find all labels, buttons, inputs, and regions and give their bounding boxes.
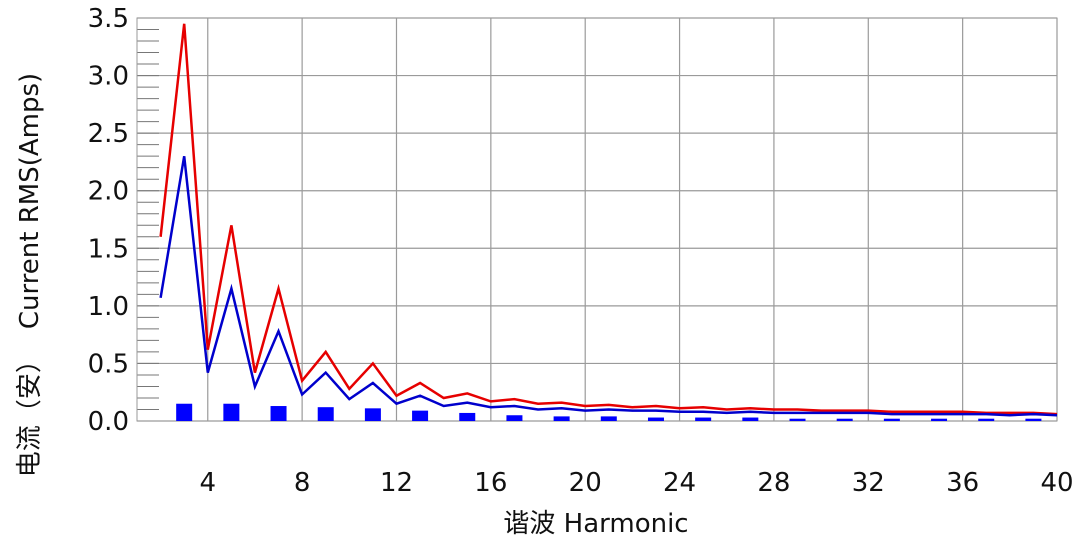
bar	[931, 418, 948, 421]
bar	[742, 417, 759, 421]
x-tick-label: 20	[569, 468, 602, 498]
y-axis-label-cn: 电流（安）	[15, 347, 45, 477]
y-tick-label: 1.0	[88, 292, 129, 322]
y-tick-label: 3.5	[88, 4, 129, 34]
x-tick-label: 4	[199, 468, 216, 498]
bar	[836, 418, 853, 421]
bar	[600, 416, 617, 421]
bar	[978, 418, 995, 421]
y-axis-label-en: Current RMS(Amps)	[15, 73, 45, 329]
bar	[412, 410, 429, 421]
x-tick-label: 16	[474, 468, 507, 498]
bar	[364, 408, 381, 421]
bar	[647, 417, 664, 421]
bar	[695, 417, 712, 421]
y-tick-label: 1.5	[88, 234, 129, 264]
series-line	[159, 155, 1058, 417]
bar	[506, 415, 523, 421]
bar	[1025, 418, 1042, 421]
bar	[176, 403, 193, 421]
y-minor-ticks	[137, 17, 159, 422]
y-tick-label: 0.0	[88, 407, 129, 437]
y-tick-label: 0.5	[88, 349, 129, 379]
y-tick-labels: 0.0 0.5 1.0 1.5 2.0 2.5 3.0 3.5	[88, 4, 129, 437]
bar	[883, 418, 900, 421]
bar	[553, 416, 570, 421]
y-tick-label: 2.0	[88, 177, 129, 207]
plot-frame	[136, 17, 1058, 422]
series-line	[159, 23, 1058, 416]
bar	[223, 403, 240, 421]
x-tick-label: 8	[294, 468, 311, 498]
bar-series	[176, 403, 1042, 421]
x-tick-label: 36	[946, 468, 979, 498]
x-tick-labels: 4 8 12 16 20 24 28 32 36 40	[199, 468, 1073, 498]
bar	[459, 412, 476, 421]
y-tick-label: 3.0	[88, 62, 129, 92]
line-series	[159, 23, 1058, 417]
x-tick-label: 12	[380, 468, 413, 498]
bar	[789, 418, 806, 421]
y-axis-label: 电流（安） Current RMS(Amps)	[15, 73, 45, 477]
x-axis-label: 谐波 Harmonic	[503, 509, 688, 539]
bar	[317, 407, 334, 421]
x-tick-label: 32	[852, 468, 885, 498]
y-tick-label: 2.5	[88, 119, 129, 149]
x-tick-label: 24	[663, 468, 696, 498]
bar	[270, 406, 287, 421]
x-tick-label: 40	[1040, 468, 1073, 498]
x-tick-label: 28	[757, 468, 790, 498]
